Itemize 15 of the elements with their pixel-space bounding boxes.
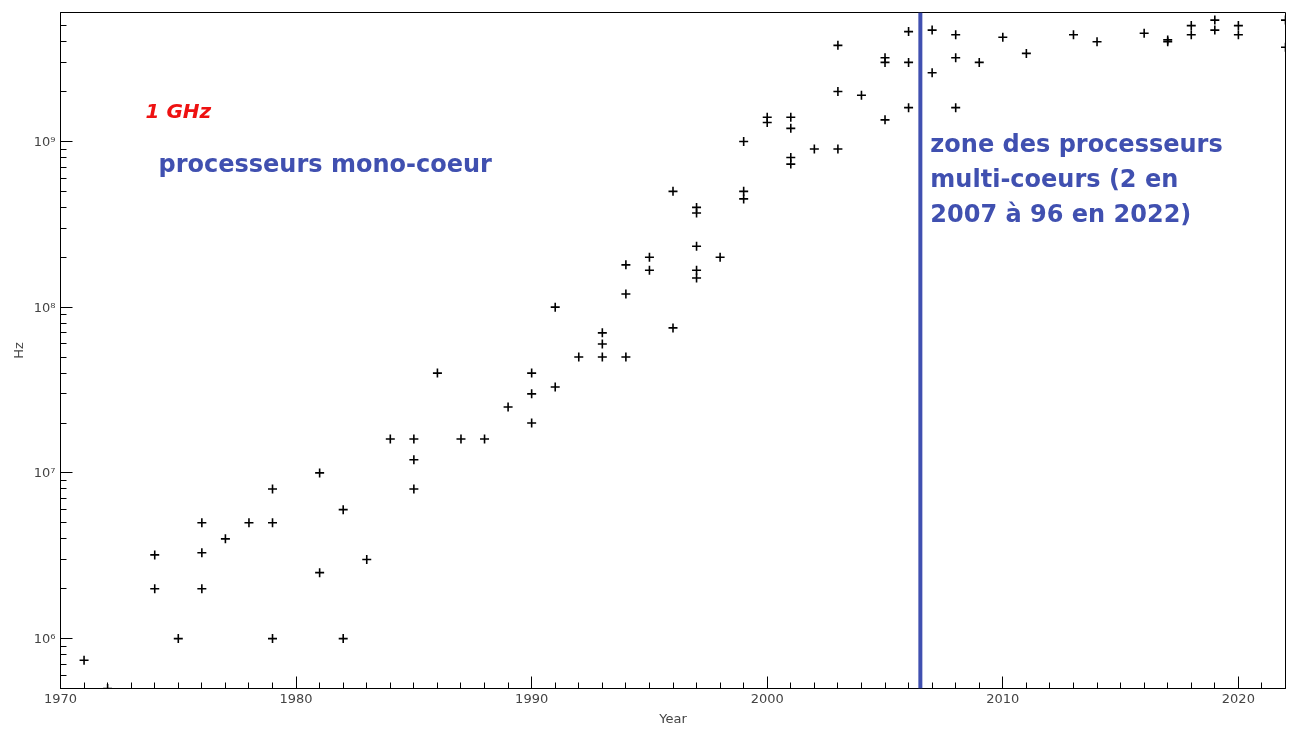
x-tick-label: 1970 <box>43 690 78 706</box>
y-tick-label: 10⁸ <box>33 299 56 315</box>
x-tick-label: 2010 <box>986 690 1020 706</box>
y-tick-label: 10⁶ <box>33 631 56 647</box>
x-tick-label: 2020 <box>1221 690 1255 706</box>
y-tick-label: 10⁹ <box>33 133 56 149</box>
y-tick-label: 10⁷ <box>33 465 56 481</box>
x-tick-label: 2000 <box>750 690 784 706</box>
annotation: processeurs mono-coeur <box>158 149 493 178</box>
annotation: 1 GHz <box>145 98 212 123</box>
x-tick-label: 1980 <box>279 690 313 706</box>
x-axis-title: Year <box>658 710 688 726</box>
x-tick-label: 1990 <box>515 690 549 706</box>
ref-line-label: zone des processeurs multi-coeurs (2 en 2007 à 96 en 2022) <box>930 129 1223 228</box>
y-axis-title: Hz <box>10 342 26 359</box>
